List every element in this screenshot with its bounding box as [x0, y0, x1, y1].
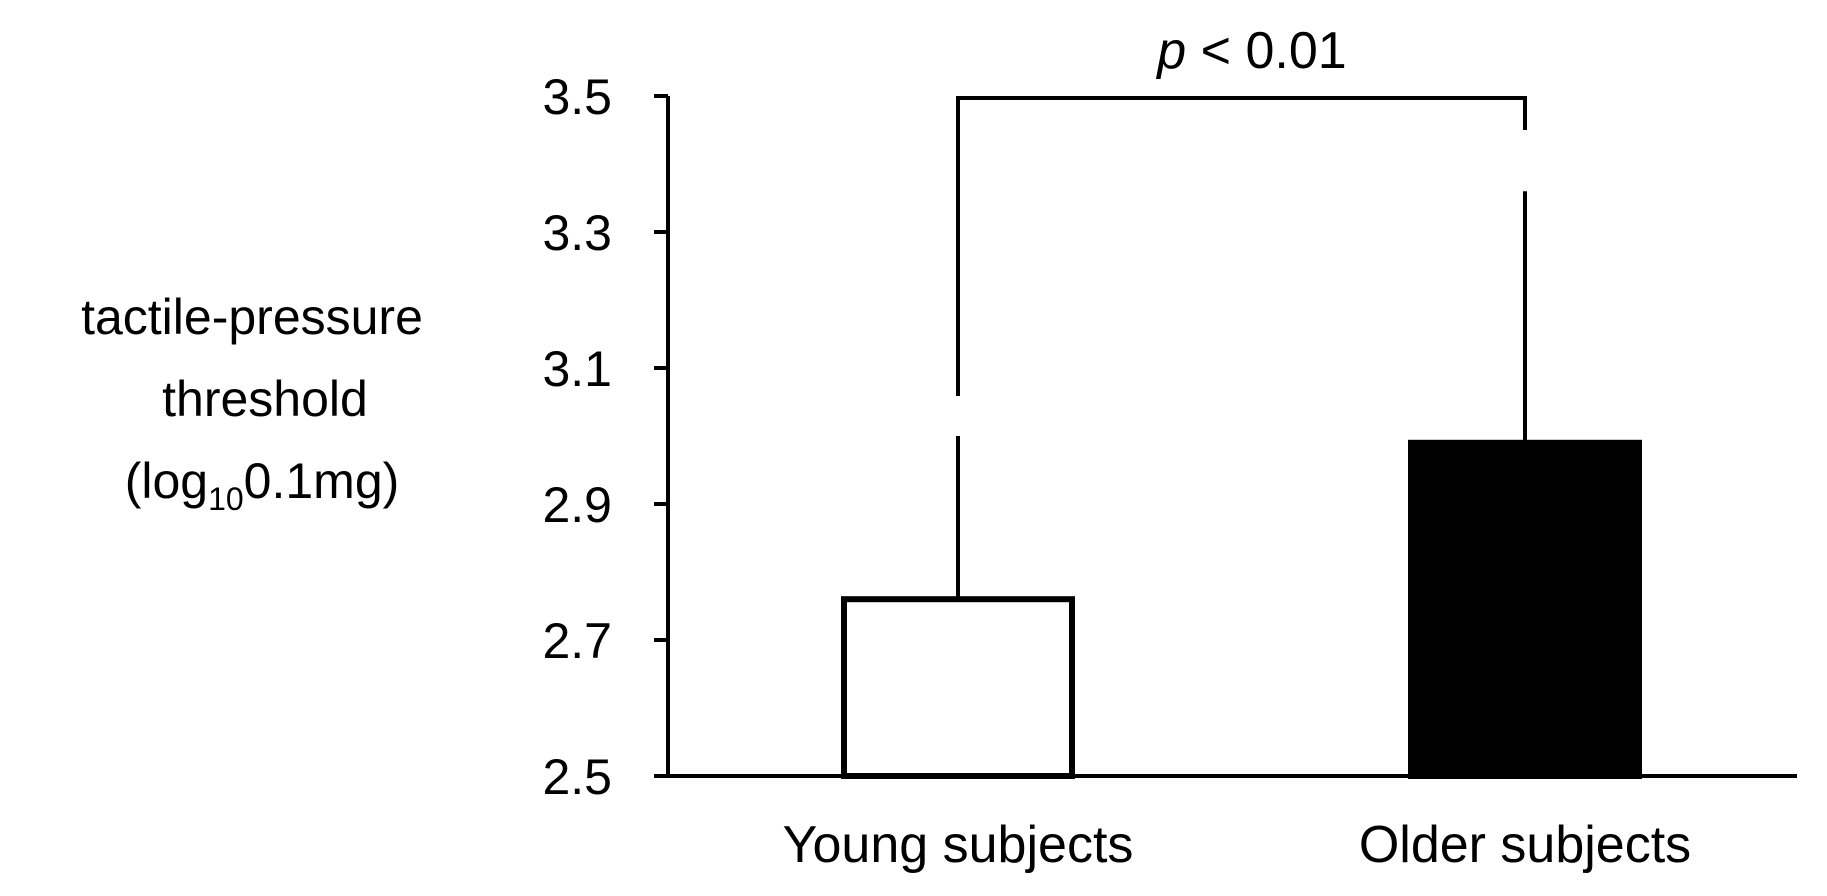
y-tick-label: 3.5 — [542, 69, 612, 125]
x-category-label-young-subjects: Young subjects — [783, 816, 1134, 874]
y-tick-label: 3.1 — [542, 341, 612, 397]
bar-young-subjects — [841, 596, 1075, 780]
p-threshold: < 0.01 — [1186, 22, 1346, 80]
significance-annotation: p < 0.01 — [956, 22, 1527, 396]
y-axis-label-unit-suffix: 0.1mg) — [244, 453, 400, 509]
bar-older-subjects — [1408, 439, 1642, 779]
category-labels: Young subjects Older subjects — [783, 816, 1692, 874]
significance-label: p < 0.01 — [1155, 22, 1346, 80]
p-symbol: p — [1155, 22, 1186, 80]
bars — [841, 439, 1642, 780]
y-axis-label-unit-prefix: (log — [125, 453, 208, 509]
error-bars — [956, 191, 1527, 600]
y-tick-label: 2.7 — [542, 613, 612, 669]
x-category-label-older-subjects: Older subjects — [1359, 816, 1691, 874]
y-axis-label-unit-subscript: 10 — [208, 481, 244, 517]
y-tick-label: 2.9 — [542, 477, 612, 533]
y-tick-label: 3.3 — [542, 205, 612, 261]
y-axis-label-line1: tactile-pressure — [81, 289, 423, 345]
y-axis-ticks: 2.5 2.7 2.9 3.1 3.3 3.5 — [542, 69, 668, 805]
y-tick-label: 2.5 — [542, 749, 612, 805]
y-axis-label-line3: (log100.1mg) — [125, 453, 400, 517]
significance-bracket — [956, 96, 1527, 396]
y-axis-label-line2: threshold — [162, 371, 368, 427]
